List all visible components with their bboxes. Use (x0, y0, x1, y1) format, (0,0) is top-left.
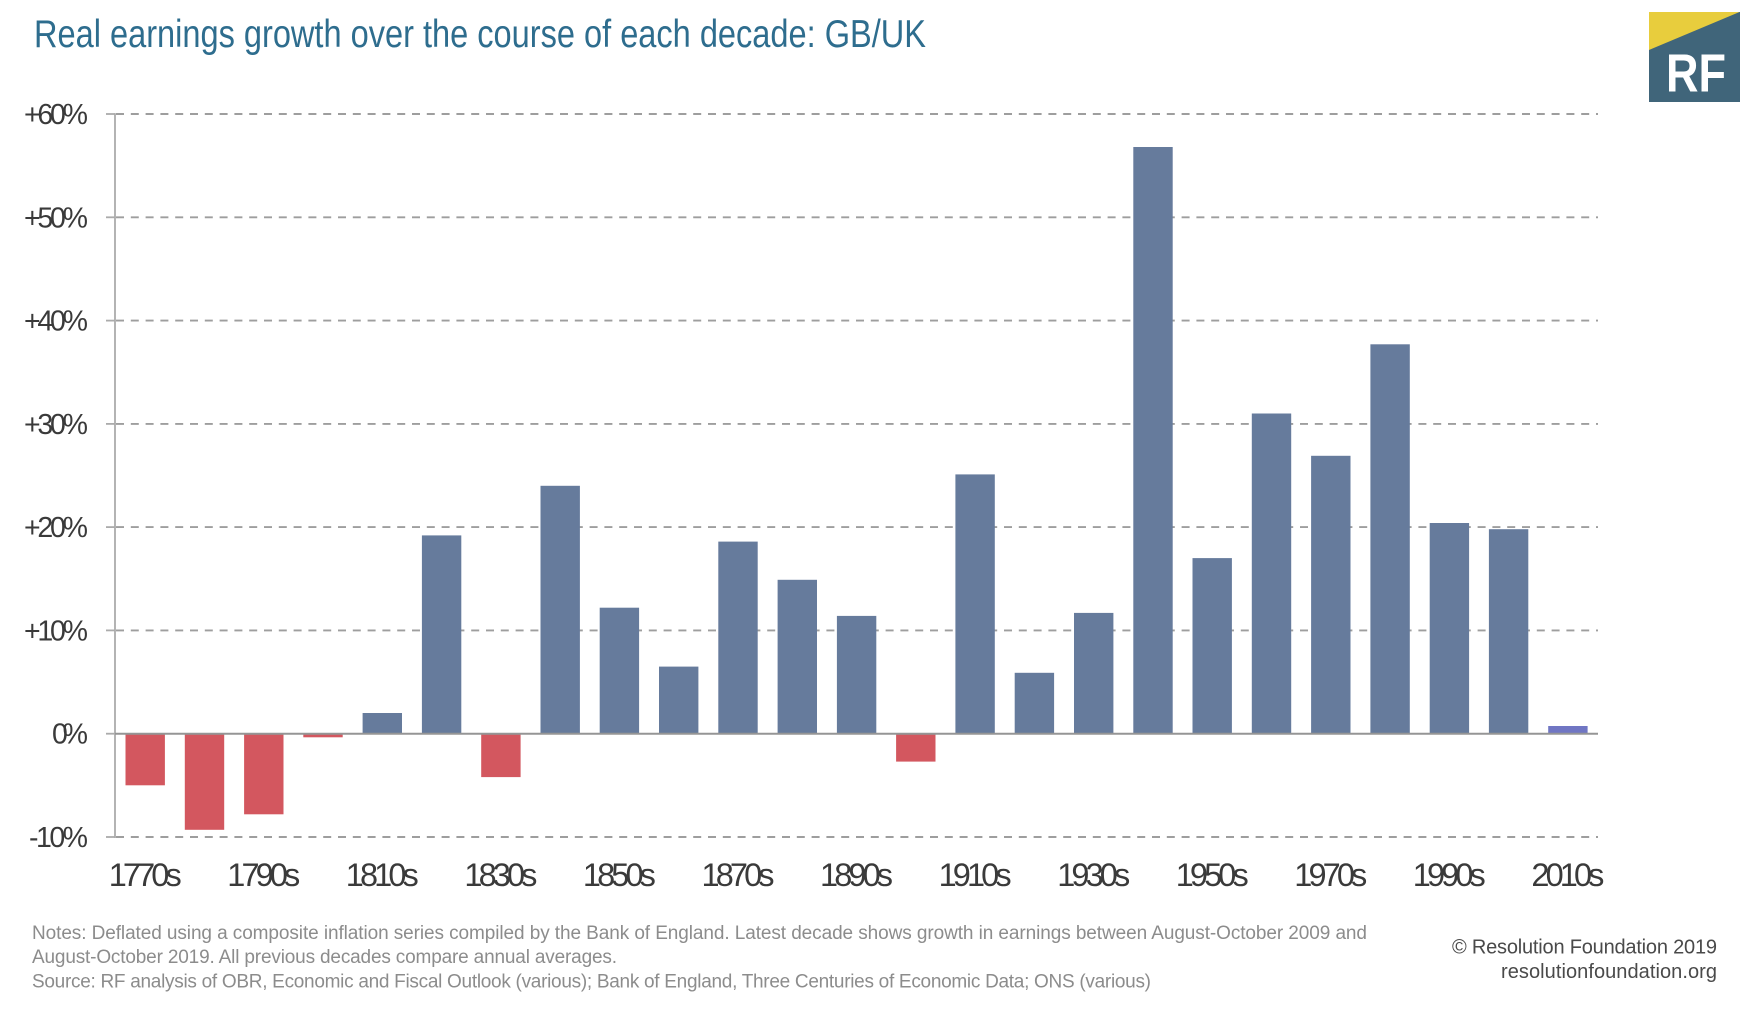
svg-text:1810s: 1810s (346, 857, 419, 893)
svg-text:1830s: 1830s (464, 857, 537, 893)
svg-text:Notes: Deflated using a compos: Notes: Deflated using a composite inflat… (32, 923, 1367, 944)
svg-text:+20%: +20% (24, 512, 88, 544)
svg-text:0%: 0% (52, 719, 88, 751)
svg-text:1890s: 1890s (820, 857, 893, 893)
svg-text:-10%: -10% (29, 822, 88, 854)
svg-text:1770s: 1770s (109, 857, 182, 893)
svg-text:Source: RF analysis of OBR, Ec: Source: RF analysis of OBR, Economic and… (32, 972, 1151, 993)
svg-text:1870s: 1870s (702, 857, 775, 893)
svg-text:1850s: 1850s (583, 857, 656, 893)
svg-text:+10%: +10% (24, 615, 88, 647)
svg-text:1970s: 1970s (1294, 857, 1367, 893)
svg-text:1790s: 1790s (227, 857, 300, 893)
svg-text:1930s: 1930s (1057, 857, 1130, 893)
svg-text:1990s: 1990s (1413, 857, 1486, 893)
svg-text:+40%: +40% (24, 306, 88, 338)
svg-text:+30%: +30% (24, 409, 88, 441)
svg-text:+50%: +50% (24, 202, 88, 234)
svg-text:Real earnings growth over the: Real earnings growth over the course of … (34, 13, 926, 56)
svg-text:2010s: 2010s (1531, 857, 1604, 893)
svg-text:1910s: 1910s (939, 857, 1012, 893)
svg-text:August-October 2019. All previ: August-October 2019. All previous decade… (32, 947, 617, 968)
svg-text:resolutionfoundation.org: resolutionfoundation.org (1501, 961, 1717, 983)
svg-text:+60%: +60% (24, 99, 88, 131)
svg-text:RF: RF (1666, 44, 1726, 104)
svg-text:© Resolution Foundation 2019: © Resolution Foundation 2019 (1452, 937, 1717, 959)
svg-text:1950s: 1950s (1176, 857, 1249, 893)
